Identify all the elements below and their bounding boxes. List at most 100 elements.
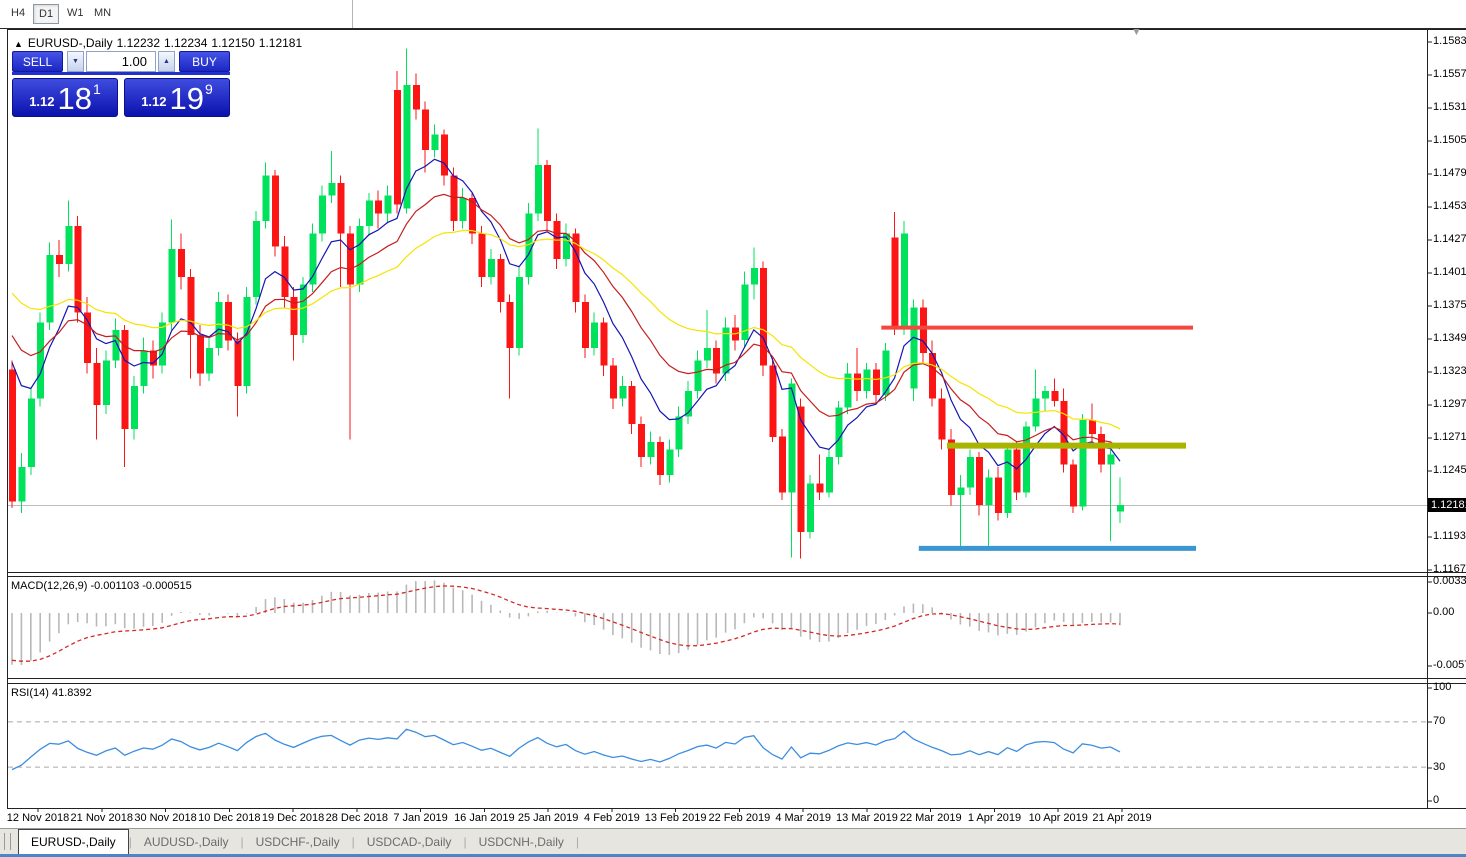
date-label: 30 Nov 2018 xyxy=(134,812,197,824)
slow-ma xyxy=(11,229,1121,430)
symbol-tab-eurusd[interactable]: EURUSD-,Daily xyxy=(18,829,129,854)
date-label: 22 Mar 2019 xyxy=(899,812,962,824)
buy-price-tile[interactable]: 1.12 19 9 xyxy=(124,78,230,117)
buy-pipette: 9 xyxy=(205,81,213,97)
price-tick-label: 1.15570 xyxy=(1433,67,1466,80)
chart-border-left xyxy=(7,29,8,809)
tab-separator: | xyxy=(128,834,132,849)
sell-price-tile[interactable]: 1.12 18 1 xyxy=(12,78,118,117)
macd-panel-divider-2 xyxy=(7,576,1466,577)
macd-tick-label: -0.00574 xyxy=(1433,659,1466,671)
chart-window[interactable]: 1.12181 ▲EURUSD-,Daily1.122321.122341.12… xyxy=(0,26,1466,828)
date-label: 21 Nov 2018 xyxy=(70,812,133,824)
sell-pipette: 1 xyxy=(93,81,101,97)
rsi-line xyxy=(11,728,1121,771)
price-tick-label: 1.15310 xyxy=(1433,100,1466,113)
timeframe-toolbar: H4 D1 W1 MN xyxy=(0,0,1466,29)
date-label: 16 Jan 2019 xyxy=(454,812,515,824)
price-chart-canvas[interactable] xyxy=(0,29,1466,828)
price-axis-separator xyxy=(1427,29,1428,809)
symbol-tab-usdcnh[interactable]: USDCNH-,Daily xyxy=(478,834,564,849)
price-tick-label: 1.13230 xyxy=(1433,364,1466,377)
symbol-tab-bar: EURUSD-,Daily | AUDUSD-,Daily | USDCHF-,Dail… xyxy=(0,828,1466,854)
sell-pips: 18 xyxy=(57,81,92,117)
timeframe-tab-d1[interactable]: D1 xyxy=(33,4,60,24)
date-label: 10 Dec 2018 xyxy=(198,812,261,824)
spin-down-icon: ▼ xyxy=(72,58,79,65)
ohlc-close: 1.12181 xyxy=(258,36,303,50)
price-tick-label: 1.14010 xyxy=(1433,265,1466,278)
date-label: 12 Nov 2018 xyxy=(6,812,70,824)
one-click-trading-widget: SELL ▼ ▲ BUY 1.12 18 1 1.12 19 9 xyxy=(12,51,230,145)
trade-widget-underline xyxy=(12,72,230,75)
symbol-tab-usdcad[interactable]: USDCAD-,Daily xyxy=(366,834,452,849)
tab-separator: | xyxy=(351,834,355,849)
medium-ma xyxy=(11,193,1121,450)
macd-tick-label: 0.003386 xyxy=(1433,575,1466,587)
date-label: 19 Dec 2018 xyxy=(261,812,325,824)
rsi-tick-label: 0 xyxy=(1433,794,1440,806)
macd-layer xyxy=(11,580,1121,666)
date-label: 25 Jan 2019 xyxy=(517,812,579,824)
buy-pips: 19 xyxy=(169,81,204,117)
macd-label: MACD(12,26,9) -0.001103 -0.000515 xyxy=(11,580,192,592)
chart-header: ▲ EURUSD-,Daily 1.12232 1.12234 1.12150 1.121… xyxy=(14,36,306,50)
bottom-accent-strip xyxy=(0,854,1466,857)
tab-bar-grip[interactable] xyxy=(4,833,11,850)
price-tick-label: 1.15830 xyxy=(1433,35,1466,47)
volume-decrease-button[interactable]: ▼ xyxy=(67,51,84,72)
timeframe-tab-h4[interactable]: H4 xyxy=(11,7,26,19)
date-label: 4 Mar 2019 xyxy=(775,812,831,824)
rsi-panel-divider-2 xyxy=(7,683,1466,684)
current-price-line xyxy=(8,505,1427,507)
macd-tick-label: 0.00 xyxy=(1433,606,1455,618)
symbol-tab-audusd[interactable]: AUDUSD-,Daily xyxy=(143,834,229,849)
timeframe-tab-w1[interactable]: W1 xyxy=(67,7,84,19)
chart-shift-marker-icon[interactable]: ▼ xyxy=(1131,26,1142,38)
price-tick-label: 1.11930 xyxy=(1433,529,1466,542)
tab-separator: | xyxy=(575,834,580,849)
price-tick-label: 1.12970 xyxy=(1433,397,1466,410)
fast-ma xyxy=(11,158,1121,470)
buy-button[interactable]: BUY xyxy=(179,51,230,72)
rsi-layer xyxy=(8,721,1427,771)
horizontal-lines-layer[interactable] xyxy=(881,325,1196,551)
timeframe-tab-mn[interactable]: MN xyxy=(94,7,112,19)
current-price-tag: 1.12181 xyxy=(1428,498,1466,513)
date-label: 22 Feb 2019 xyxy=(708,812,771,824)
chart-border-top xyxy=(7,29,1466,30)
price-tick-label: 1.15050 xyxy=(1433,133,1466,146)
volume-increase-button[interactable]: ▲ xyxy=(158,51,175,72)
sell-button[interactable]: SELL xyxy=(12,51,63,72)
tab-separator: | xyxy=(240,834,244,849)
chart-symbol-label: EURUSD-,Daily xyxy=(27,36,113,50)
toolbar-separator xyxy=(352,0,353,28)
buy-big-figure: 1.12 xyxy=(141,94,167,109)
date-label: 10 Apr 2019 xyxy=(1028,812,1088,824)
price-tick-label: 1.13490 xyxy=(1433,331,1466,344)
chart-border-bottom xyxy=(7,808,1466,809)
spin-up-icon: ▲ xyxy=(163,58,170,65)
ma-lines-layer xyxy=(11,158,1121,470)
rsi-panel-divider[interactable] xyxy=(7,678,1466,679)
volume-input[interactable] xyxy=(86,51,156,72)
price-tick-label: 1.13750 xyxy=(1433,298,1466,311)
date-label: 1 Apr 2019 xyxy=(967,812,1022,824)
rsi-tick-label: 30 xyxy=(1433,761,1446,773)
price-tick-label: 1.12450 xyxy=(1433,463,1466,476)
collapse-icon[interactable]: ▲ xyxy=(14,39,23,49)
macd-panel-divider[interactable] xyxy=(7,572,1466,573)
price-tick-label: 1.14270 xyxy=(1433,232,1466,245)
price-tick-label: 1.14530 xyxy=(1433,199,1466,212)
date-label: 7 Jan 2019 xyxy=(393,812,448,824)
ohlc-high: 1.12234 xyxy=(164,36,208,50)
price-tick-label: 1.12710 xyxy=(1433,430,1466,443)
rsi-tick-label: 70 xyxy=(1433,715,1446,727)
price-tick-label: 1.14790 xyxy=(1433,166,1466,179)
date-label: 28 Dec 2018 xyxy=(325,812,389,824)
date-label: 4 Feb 2019 xyxy=(584,812,640,824)
date-label: 13 Mar 2019 xyxy=(836,812,898,824)
macd-signal-line xyxy=(11,585,1121,662)
symbol-tab-usdchf[interactable]: USDCHF-,Daily xyxy=(255,834,340,849)
